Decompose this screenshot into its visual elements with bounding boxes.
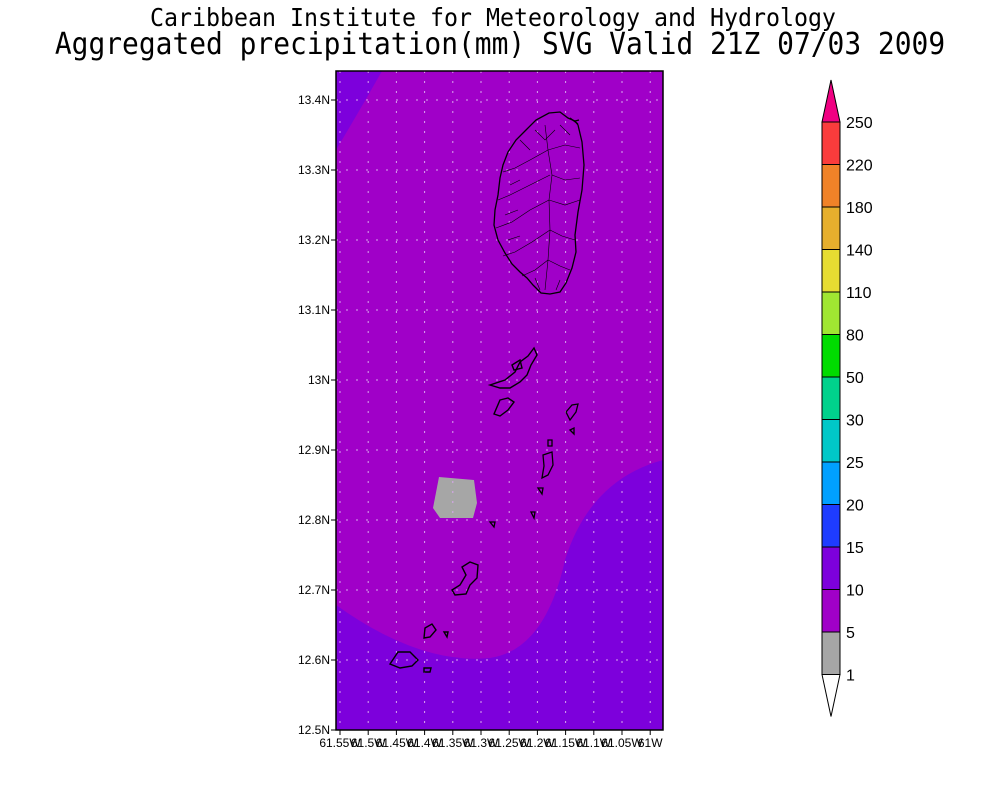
colorbar-level-label: 80	[846, 328, 864, 345]
institute-title: Caribbean Institute for Meteorology and …	[150, 3, 836, 32]
colorbar-level-label: 1	[846, 668, 855, 685]
island-canouan	[488, 439, 554, 529]
lon-tick-label: 61.3W	[464, 736, 499, 750]
colorbar-swatch	[821, 504, 841, 548]
lat-tick-label: 12.6N	[298, 653, 330, 667]
colorbar-swatch	[821, 121, 841, 165]
colorbar-level-label: 25	[846, 455, 864, 472]
colorbar-level-label: 180	[846, 200, 873, 217]
colorbar-swatch	[821, 249, 841, 293]
island-bequia	[487, 346, 538, 417]
colorbar-swatch	[821, 546, 841, 590]
colorbar-swatch	[821, 164, 841, 208]
map-axes: 13.4N 13.3N 13.2N 13.1N 13N 12.9N 12.8N 12.7N 12…	[298, 93, 663, 750]
colorbar-level-label: 15	[846, 540, 864, 557]
colorbar-under-triangle	[821, 674, 841, 717]
lon-tick-label: 61.45W	[376, 736, 418, 750]
island-union	[451, 561, 479, 596]
island-mustique	[565, 403, 579, 436]
colorbar-level-label: 50	[846, 370, 864, 387]
map-frame	[335, 70, 664, 731]
lat-tick-label: 13.2N	[298, 233, 330, 247]
precip-band-1-5-patch	[433, 477, 477, 518]
lon-tick-label: 61.25W	[489, 736, 531, 750]
lat-tick-label: 13N	[308, 373, 330, 387]
lat-tick-label: 12.9N	[298, 443, 330, 457]
colorbar-level-label: 250	[846, 115, 873, 132]
colorbar-swatch	[821, 206, 841, 250]
lon-tick-label: 61.4W	[407, 736, 442, 750]
precip-band-10-15-south	[336, 460, 663, 730]
lon-tick-label: 61.35W	[432, 736, 474, 750]
lat-tick-label: 12.8N	[298, 513, 330, 527]
colorbar-level-label: 10	[846, 583, 864, 600]
island-saint-vincent-rivers	[495, 124, 581, 291]
lon-tick-label: 61.55W	[319, 736, 361, 750]
lon-tick-label: 61.05W	[601, 736, 643, 750]
colorbar-level-label: 20	[846, 498, 864, 515]
lat-tick-label: 13.1N	[298, 303, 330, 317]
lat-tick-label: 13.4N	[298, 93, 330, 107]
lat-tick-label: 12.5N	[298, 723, 330, 737]
colorbar-swatch	[821, 291, 841, 335]
lat-tick-label: 12.7N	[298, 583, 330, 597]
lat-tick-label: 13.3N	[298, 163, 330, 177]
lon-tick-label: 61.5W	[351, 736, 386, 750]
colorbar-level-label: 5	[846, 625, 855, 642]
lon-tick-label: 61.15W	[545, 736, 587, 750]
colorbar-swatch	[821, 419, 841, 463]
colorbar-swatch	[821, 589, 841, 633]
colorbar-swatch	[821, 376, 841, 420]
product-title: Aggregated precipitation(mm) SVG Valid 2…	[54, 27, 946, 62]
colorbar-over-triangle	[821, 79, 841, 123]
island-saint-vincent	[493, 111, 585, 295]
colorbar-swatch	[821, 631, 841, 675]
lon-tick-label: 61.2W	[520, 736, 555, 750]
precip-band-10-15-northwest	[336, 71, 382, 150]
lon-tick-label: 61W	[638, 736, 663, 750]
colorbar-level-label: 30	[846, 413, 864, 430]
colorbar-swatch	[821, 334, 841, 378]
colorbar-level-label: 140	[846, 243, 873, 260]
colorbar-swatch	[821, 461, 841, 505]
colorbar-level-label: 220	[846, 158, 873, 175]
lon-tick-label: 61.1W	[576, 736, 611, 750]
island-carriacou	[388, 623, 449, 673]
map-plot-area	[336, 71, 663, 730]
colorbar-level-label: 110	[846, 285, 872, 302]
